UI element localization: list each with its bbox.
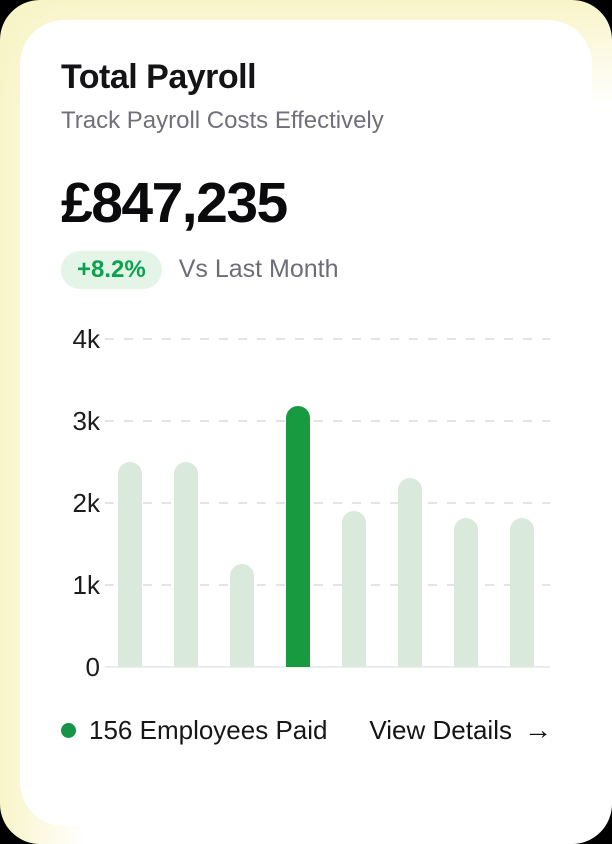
legend-dot-icon <box>61 722 76 738</box>
bar[interactable] <box>398 478 422 667</box>
view-details-link[interactable]: View Details → <box>369 715 552 746</box>
y-axis-label: 1k <box>72 569 100 600</box>
y-axis-label: 4k <box>72 323 100 354</box>
total-amount: £847,235 <box>61 170 288 235</box>
chart-legend: 156 Employees Paid <box>61 715 327 746</box>
y-axis-label: 0 <box>85 651 100 682</box>
gridline <box>105 501 550 504</box>
bar[interactable] <box>230 564 254 667</box>
bar-highlighted[interactable] <box>286 406 310 667</box>
bar[interactable] <box>454 517 478 667</box>
baseline <box>105 665 550 668</box>
arrow-right-icon: → <box>524 714 552 746</box>
chart-plot <box>105 337 550 668</box>
bar[interactable] <box>510 517 534 667</box>
chart-y-axis: 4k 3k 2k 1k 0 <box>61 326 100 680</box>
card-title: Total Payroll <box>61 58 257 96</box>
payroll-bar-chart: 4k 3k 2k 1k 0 <box>61 326 552 680</box>
y-axis-label: 2k <box>72 487 100 518</box>
bar[interactable] <box>342 511 366 667</box>
gridline <box>105 583 550 586</box>
bar[interactable] <box>118 461 142 667</box>
y-axis-label: 3k <box>72 405 100 436</box>
payroll-card: Total Payroll Track Payroll Costs Effect… <box>20 20 592 826</box>
bar[interactable] <box>174 461 198 667</box>
legend-label: 156 Employees Paid <box>89 714 328 745</box>
card-footer: 156 Employees Paid View Details → <box>61 715 552 746</box>
chart-bars <box>105 339 550 667</box>
view-details-label: View Details <box>369 714 512 745</box>
change-badge: +8.2% <box>61 250 162 289</box>
gridline <box>105 337 550 340</box>
card-subtitle: Track Payroll Costs Effectively <box>61 107 384 135</box>
gridline <box>105 419 550 422</box>
change-row: +8.2% Vs Last Month <box>61 250 552 289</box>
change-period-label: Vs Last Month <box>178 255 339 284</box>
